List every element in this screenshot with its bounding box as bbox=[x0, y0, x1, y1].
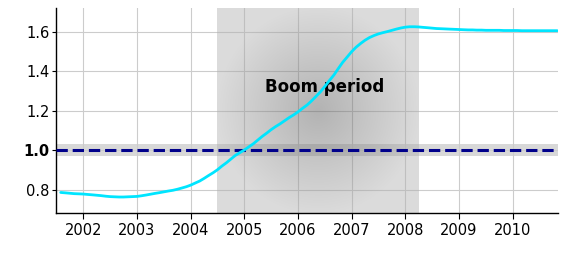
Text: Boom period: Boom period bbox=[265, 78, 385, 96]
Bar bbox=[218, 8, 419, 213]
Bar bbox=[56, 144, 558, 156]
